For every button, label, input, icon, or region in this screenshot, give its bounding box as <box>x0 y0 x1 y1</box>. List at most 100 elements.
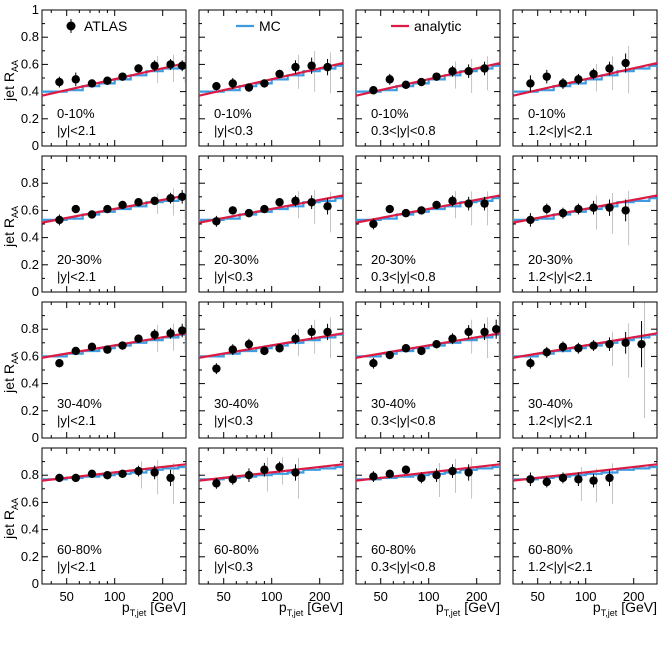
atlas-point <box>401 208 411 218</box>
analytic-curve <box>512 194 658 224</box>
y-tick-label: 0.2 <box>21 111 39 126</box>
panel-centrality-label: 20-30% <box>57 252 102 267</box>
atlas-point <box>118 341 127 350</box>
atlas-point <box>589 69 598 79</box>
atlas-point <box>542 477 551 487</box>
panel-r2-c1: 0 0.2 0.4 0.6 0.8 20-30% |y|<2.1 <box>21 155 187 299</box>
atlas-point <box>55 215 64 225</box>
legend-atlas-marker <box>66 21 76 31</box>
panel-rapidity-label: 0.3<|y|<0.8 <box>371 269 436 284</box>
atlas-point <box>448 196 457 206</box>
y-tick-label: 0.2 <box>21 549 39 564</box>
atlas-point <box>87 79 97 88</box>
y-axis-title-sub: AA <box>10 498 20 510</box>
atlas-point <box>417 77 426 87</box>
atlas-point <box>275 198 284 207</box>
atlas-point <box>177 326 187 335</box>
atlas-point <box>542 204 551 214</box>
panel-centrality-label: 30-40% <box>57 396 102 411</box>
atlas-point <box>103 471 112 480</box>
analytic-curve <box>41 61 187 97</box>
x-axis-title: pT,jet [GeV] <box>436 599 500 618</box>
y-tick-label: 0 <box>32 430 39 445</box>
atlas-point <box>369 219 378 229</box>
atlas-point <box>212 81 221 91</box>
atlas-point <box>464 199 473 208</box>
y-tick-label: 0.2 <box>21 257 39 272</box>
atlas-point <box>87 469 97 479</box>
atlas-point <box>307 327 316 337</box>
mc-histogram <box>199 197 343 221</box>
atlas-point <box>228 206 237 215</box>
panel-r3-c4: 30-40% 1.2<|y|<2.1 <box>512 301 658 439</box>
atlas-point <box>621 338 630 347</box>
mc-histogram <box>199 465 343 481</box>
atlas-point <box>150 330 159 339</box>
atlas-point <box>605 339 614 349</box>
panel-centrality-label: 60-80% <box>371 542 416 557</box>
atlas-point <box>260 465 269 474</box>
panel-r1-c4: 0-10% 1.2<|y|<2.1 <box>512 9 658 147</box>
atlas-point <box>558 208 568 218</box>
x-tick-label: 100 <box>261 589 283 604</box>
y-tick-label: 0.6 <box>21 56 39 71</box>
atlas-point <box>166 329 175 338</box>
panel-rapidity-label: |y|<2.1 <box>57 269 96 284</box>
atlas-point <box>526 475 535 484</box>
atlas-point <box>244 83 254 92</box>
legend: ATLAS MC analytic <box>66 18 461 34</box>
atlas-point <box>212 364 221 373</box>
y-tick-label: 0.2 <box>21 403 39 418</box>
atlas-point <box>71 346 80 356</box>
atlas-point <box>103 345 112 354</box>
panel-centrality-label: 0-10% <box>371 106 409 121</box>
atlas-point <box>291 62 300 72</box>
atlas-point <box>166 60 175 69</box>
mc-histogram <box>513 465 657 481</box>
panel-r1-c1: 0 0.2 0.4 0.6 0.8 1 0-10% |y|<2.1 <box>21 2 187 153</box>
atlas-point <box>118 469 127 479</box>
x-axis-title: pT,jet [GeV] <box>279 599 343 618</box>
atlas-point <box>166 473 175 483</box>
atlas-point <box>574 75 583 84</box>
atlas-point <box>417 206 426 215</box>
y-axis-title: jet RAA <box>1 206 20 248</box>
analytic-curve <box>198 463 344 482</box>
y-axis-title-sub: AA <box>10 60 20 72</box>
panel-rapidity-label: 0.3<|y|<0.8 <box>371 413 436 428</box>
y-tick-label: 0.4 <box>21 522 39 537</box>
x-axis-title-main: p <box>122 599 130 615</box>
atlas-point <box>448 334 457 343</box>
atlas-point <box>526 79 535 88</box>
atlas-point <box>526 359 535 368</box>
atlas-point <box>103 76 112 85</box>
legend-mc-label: MC <box>259 18 281 34</box>
x-axis-title: pT,jet [GeV] <box>122 599 186 618</box>
atlas-point <box>291 334 300 343</box>
panel-rapidity-label: 1.2<|y|<2.1 <box>528 413 593 428</box>
x-tick-label: 200 <box>466 589 488 604</box>
y-tick-label: 0.4 <box>21 230 39 245</box>
atlas-point <box>244 339 254 349</box>
x-axis-title-unit: [GeV] <box>150 599 186 615</box>
atlas-point <box>401 80 411 90</box>
analytic-curve <box>512 463 658 482</box>
atlas-point <box>480 327 489 337</box>
atlas-point <box>401 465 411 474</box>
atlas-point <box>55 359 64 368</box>
y-tick-label: 0 <box>32 138 39 153</box>
atlas-point <box>542 72 551 81</box>
atlas-point <box>177 192 187 201</box>
atlas-point <box>385 75 394 84</box>
atlas-point <box>464 327 473 337</box>
atlas-point <box>71 473 80 483</box>
x-tick-label: 200 <box>152 589 174 604</box>
atlas-point <box>558 473 568 483</box>
panel-centrality-label: 20-30% <box>214 252 259 267</box>
y-tick-label: 0.8 <box>21 467 39 482</box>
atlas-point <box>212 479 221 488</box>
x-axis-title-unit: [GeV] <box>307 599 343 615</box>
atlas-point <box>228 475 237 484</box>
atlas-point <box>134 334 143 343</box>
atlas-point <box>177 61 187 70</box>
